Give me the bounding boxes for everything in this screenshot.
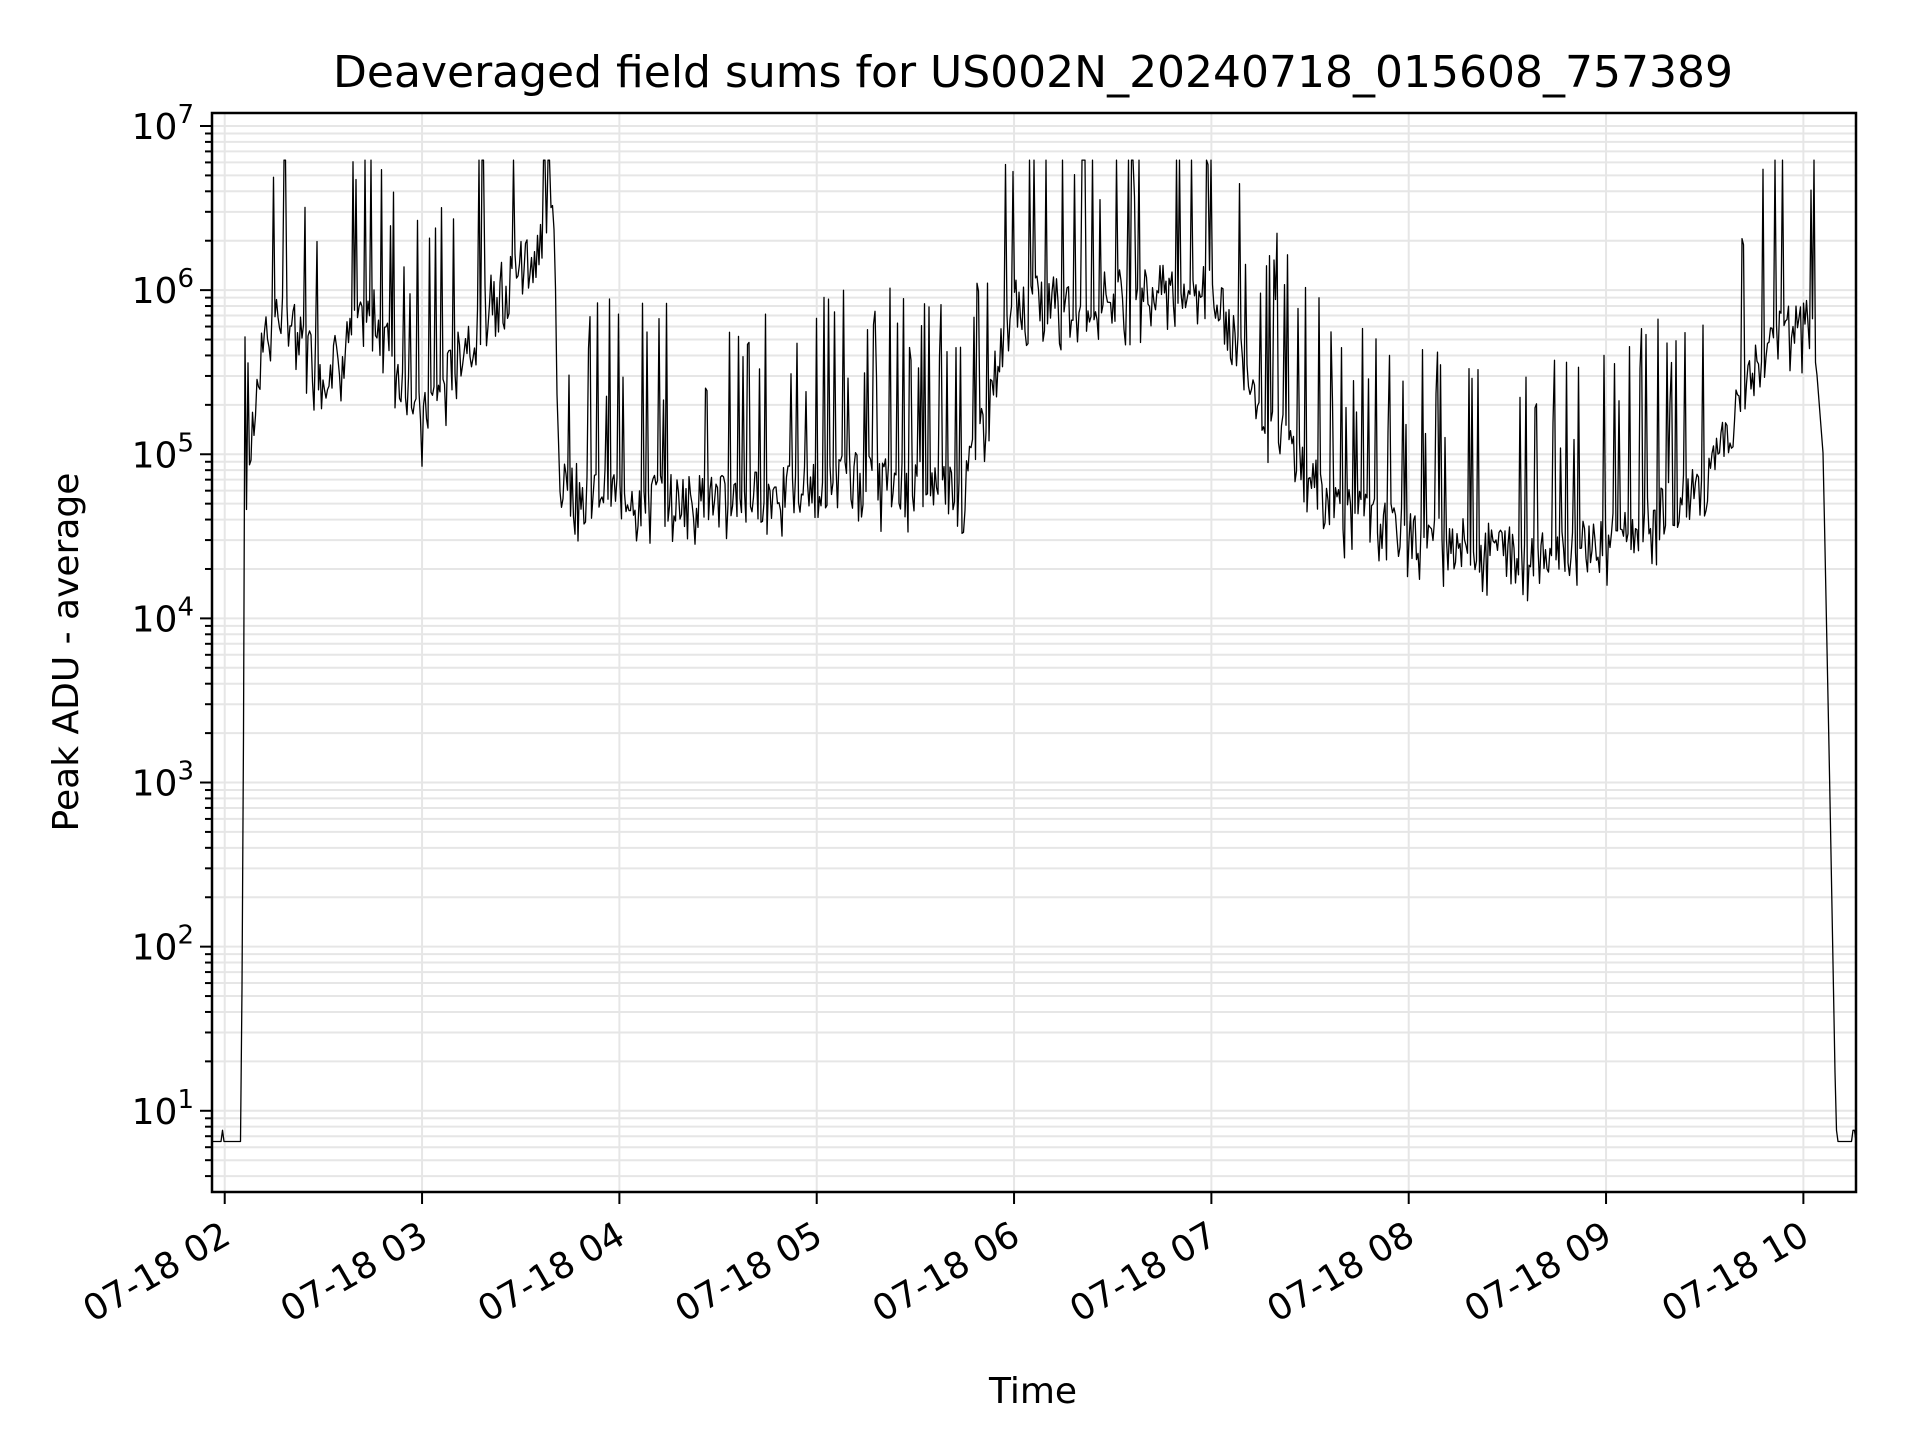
y-tick-label: 102: [132, 921, 194, 969]
x-tick-label: 07-18 03: [274, 1214, 435, 1330]
x-tick-label: 07-18 05: [669, 1214, 830, 1330]
ticks: 101 102 103 104 105 106 107 07-18 02 07-18 03 07-…: [77, 100, 1816, 1331]
y-axis-label: Peak ADU - average: [46, 473, 87, 832]
grid: [212, 113, 1856, 1192]
x-tick-label: 07-18 02: [77, 1214, 238, 1330]
series-line: [212, 159, 1857, 1143]
x-tick-label: 07-18 09: [1458, 1214, 1619, 1330]
chart-title: Deaveraged field sums for US002N_2024071…: [333, 47, 1733, 98]
plot-frame: [210, 111, 1858, 1194]
x-tick-label: 07-18 07: [1063, 1214, 1224, 1330]
x-tick-label: 07-18 08: [1261, 1214, 1422, 1330]
x-axis-label: Time: [988, 1371, 1077, 1412]
x-tick-label: 07-18 10: [1655, 1214, 1816, 1330]
y-tick-label: 101: [132, 1085, 194, 1133]
y-tick-label: 103: [132, 757, 194, 805]
y-tick-label: 104: [132, 592, 194, 640]
x-tick-label: 07-18 06: [866, 1214, 1027, 1330]
y-tick-label: 105: [132, 428, 194, 476]
y-tick-label: 107: [132, 100, 194, 148]
y-tick-label: 106: [132, 264, 194, 312]
x-tick-label: 07-18 04: [471, 1214, 632, 1330]
